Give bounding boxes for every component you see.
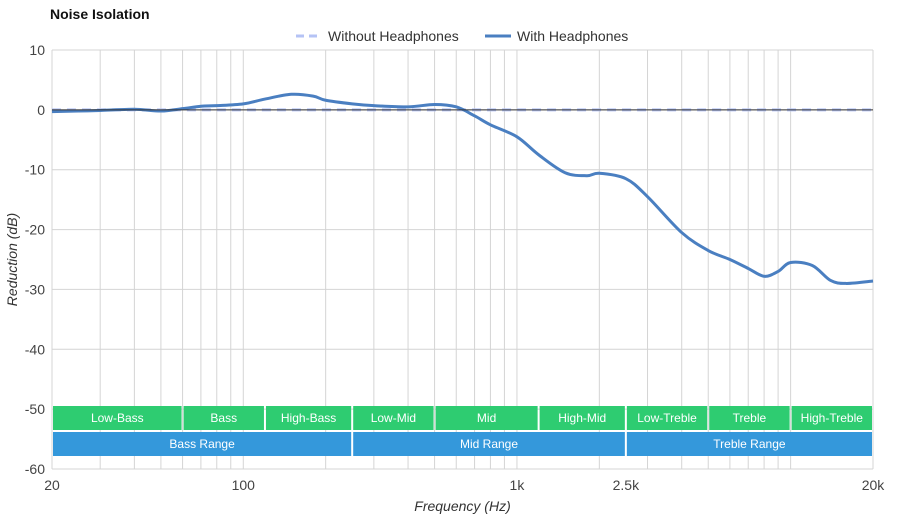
frequency-range-bands: Low-Bass Bass High-Bass Low-Mid Mid High-Mid L… <box>53 406 872 456</box>
x-axis-label: Frequency (Hz) <box>414 498 510 514</box>
range-band <box>435 406 538 430</box>
range-band-label: High-Bass <box>281 411 336 425</box>
range-band <box>183 406 264 430</box>
y-tick-label: -20 <box>25 222 45 238</box>
range-band-label: High-Treble <box>801 411 864 425</box>
range-band <box>265 406 352 430</box>
y-tick-label: -10 <box>25 162 45 178</box>
range-band <box>353 406 434 430</box>
y-axis-label: Reduction (dB) <box>4 213 20 306</box>
y-tick-label: -50 <box>25 401 45 417</box>
range-band-label: Treble <box>733 411 767 425</box>
chart-title: Noise Isolation <box>50 6 150 22</box>
range-band <box>353 432 625 456</box>
range-band-label: Mid Range <box>460 437 518 451</box>
range-band <box>53 432 352 456</box>
range-band-label: Low-Treble <box>637 411 697 425</box>
range-band <box>626 406 708 430</box>
legend: Without Headphones With Headphones <box>296 28 628 44</box>
x-tick-label: 20k <box>862 477 886 493</box>
range-band <box>53 406 182 430</box>
range-band-label: Bass <box>210 411 237 425</box>
y-tick-label: 0 <box>37 102 45 118</box>
x-tick-label: 2.5k <box>613 477 640 493</box>
legend-label: With Headphones <box>517 28 628 44</box>
grid-lines <box>51 49 874 470</box>
range-band <box>539 406 625 430</box>
range-band-label: Bass Range <box>169 437 235 451</box>
range-band <box>626 432 872 456</box>
range-band <box>791 406 872 430</box>
y-tick-label: -60 <box>25 461 45 477</box>
range-band <box>709 406 790 430</box>
x-tick-label: 20 <box>44 477 60 493</box>
y-tick-label: -40 <box>25 341 45 357</box>
x-tick-label: 1k <box>510 477 526 493</box>
x-tick-label: 100 <box>232 477 256 493</box>
series-line-with-headphones <box>51 92 874 285</box>
y-tick-label: -30 <box>25 281 45 297</box>
series-lines <box>51 92 874 285</box>
range-band-label: Treble Range <box>713 437 786 451</box>
range-band-label: Mid <box>477 411 496 425</box>
range-band-label: High-Mid <box>558 411 606 425</box>
legend-label: Without Headphones <box>328 28 459 44</box>
range-band-label: Low-Mid <box>371 411 416 425</box>
range-band-label: Low-Bass <box>91 411 144 425</box>
y-tick-label: 10 <box>29 42 45 58</box>
